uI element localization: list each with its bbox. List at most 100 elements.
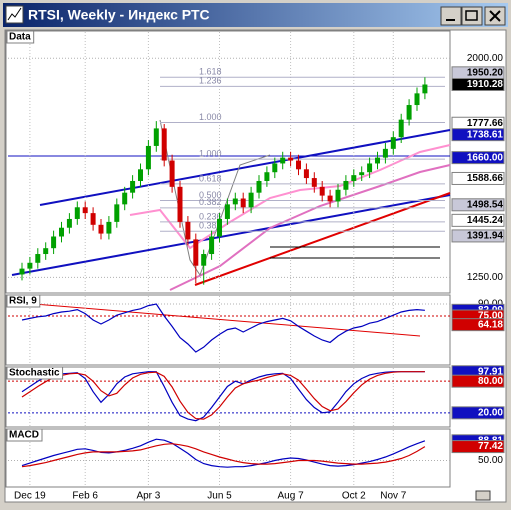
candle-body (98, 224, 104, 234)
price-marker-label: 20.00 (478, 407, 503, 418)
candle-body (256, 180, 262, 193)
candle-body (130, 180, 136, 193)
maximize-glyph (465, 10, 478, 21)
price-marker (451, 406, 505, 420)
price-marker-label: 1777.66 (467, 118, 504, 129)
candle-body (90, 213, 96, 225)
indicator-line (21, 443, 426, 468)
candle-body (414, 93, 420, 106)
minimize-button[interactable] (440, 6, 462, 26)
candle-body (177, 186, 183, 222)
x-tick-label: Nov 7 (380, 491, 407, 502)
candle-body (390, 137, 396, 149)
indicator-line (21, 303, 425, 353)
candle-body (351, 175, 357, 181)
candle-body (264, 172, 270, 181)
panel-title: Stochastic (9, 368, 60, 379)
candle-body (19, 268, 25, 275)
candle-body (248, 192, 254, 208)
price-marker-label: 97.91 (478, 366, 503, 377)
price-marker (451, 198, 505, 212)
fib-label: 0.236 (199, 211, 222, 221)
fib-label: 0.618 (199, 173, 222, 183)
icon-glyph (7, 7, 22, 21)
candle-body (82, 207, 88, 214)
indicator-line (21, 371, 425, 422)
candle-body (51, 236, 57, 249)
price-marker-label: 64.18 (478, 319, 503, 330)
candle-body (209, 236, 215, 255)
candle-body (217, 218, 222, 237)
fib-label: 1.236 (199, 76, 222, 86)
channel-upper (39, 129, 451, 206)
price-marker (451, 374, 505, 388)
candle-body (185, 221, 191, 240)
maximize-button[interactable] (461, 6, 483, 26)
candle-body (375, 157, 380, 164)
candle-body (240, 198, 246, 208)
candle-body (66, 218, 72, 228)
candle-body (327, 195, 333, 202)
candle-body (288, 157, 294, 161)
candle-body (406, 105, 412, 120)
panel-title: RSI, 9 (9, 296, 37, 307)
x-tick-label: Aug 7 (278, 491, 305, 502)
candle-body (106, 221, 112, 234)
close-glyph (489, 10, 501, 22)
candle-body (296, 160, 301, 170)
x-tick-label: Feb 6 (72, 491, 98, 502)
candle-body (43, 248, 49, 255)
price-marker-label: 1498.54 (467, 199, 504, 210)
price-marker (451, 128, 505, 142)
candle-body (303, 169, 309, 179)
rsi-trend-line (9, 301, 421, 337)
candle-body (74, 207, 80, 219)
price-marker (451, 151, 505, 165)
price-marker (451, 171, 505, 185)
fib-label: 0.382 (199, 221, 222, 231)
fib-label: 1.000 (199, 148, 222, 158)
panel-borders (5, 30, 451, 488)
fib-label: 1.000 (199, 112, 222, 122)
candle-body (27, 262, 33, 269)
candle-body (311, 178, 317, 187)
candle-body (382, 148, 388, 158)
indicator-line (21, 371, 425, 420)
price-marker (451, 78, 505, 92)
y-tick-label: 2000.00 (467, 53, 504, 64)
y-tick-label: 1250.00 (467, 272, 504, 283)
price-marker-label: 75.00 (478, 311, 503, 322)
price-marker (451, 229, 505, 243)
candle-body (224, 204, 230, 219)
candle-body (335, 189, 341, 202)
candle-body (359, 172, 365, 176)
candle-body (193, 239, 199, 266)
candle-body (122, 192, 128, 205)
candle-body (319, 186, 325, 196)
panel-title: Data (9, 32, 31, 43)
price-marker-label: 1660.00 (467, 152, 504, 163)
price-marker-label: 80.00 (478, 376, 503, 387)
price-marker-label: 1391.94 (467, 231, 504, 242)
candle-body (59, 227, 64, 237)
candle-body (232, 198, 238, 205)
candle-body (201, 254, 207, 266)
window-icon (5, 5, 24, 24)
candle-body (343, 180, 349, 190)
window-title: RTSI, Weekly - Индекс РТС (28, 7, 210, 23)
price-marker (451, 440, 505, 454)
price-marker (451, 213, 505, 227)
scroll-button[interactable] (475, 490, 491, 501)
main-panel (5, 30, 451, 294)
candle-body (280, 157, 286, 164)
stochastic-panel (5, 366, 451, 428)
panel-title-box (6, 294, 41, 308)
x-tick-label: Jun 5 (207, 491, 232, 502)
candle-body (169, 160, 175, 187)
macd-panel (5, 428, 451, 488)
candle-body (114, 204, 120, 222)
candle-body (153, 128, 159, 146)
candle-body (138, 169, 143, 181)
price-marker-label: 1445.24 (467, 215, 504, 226)
